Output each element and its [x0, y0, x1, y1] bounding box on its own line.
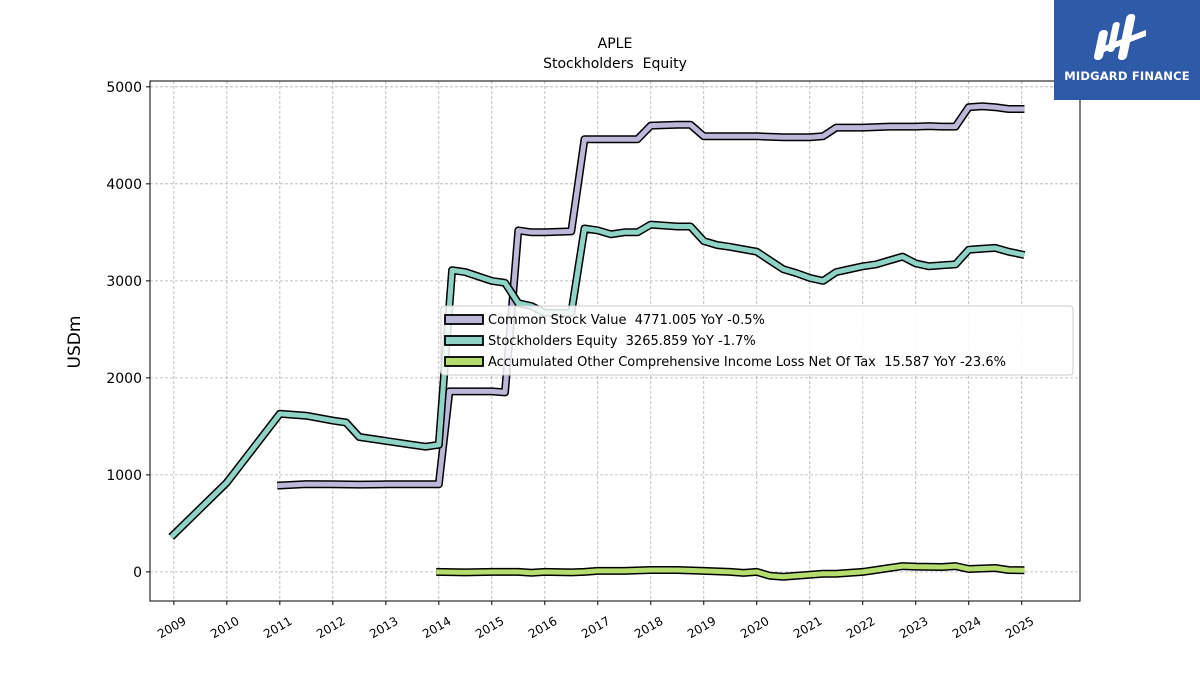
x-tick-label: 2010 [208, 614, 241, 641]
y-tick-label: 0 [133, 565, 142, 581]
series-stroke [169, 222, 1025, 539]
x-tick-label: 2013 [367, 614, 400, 641]
x-tick-label: 2021 [791, 614, 824, 641]
series-line [276, 102, 1025, 490]
legend-item: Accumulated Other Comprehensive Income L… [444, 355, 1006, 370]
legend-swatch [444, 335, 484, 346]
x-tick-label: 2023 [897, 614, 930, 641]
x-tick-label: 2017 [579, 614, 612, 641]
x-tick-label: 2011 [261, 614, 294, 641]
y-tick-label: 3000 [106, 274, 142, 290]
x-tick-label: 2015 [473, 614, 506, 641]
x-tick-label: 2009 [155, 614, 188, 641]
chart-subtitle: Stockholders Equity [543, 56, 687, 72]
y-tick-label: 2000 [106, 371, 142, 387]
y-axis-label: USDm [65, 316, 85, 369]
x-tick-label: 2025 [1003, 614, 1036, 641]
series-stroke [277, 103, 1025, 489]
x-tick-label: 2020 [738, 614, 771, 641]
legend-item: Common Stock Value 4771.005 YoY -0.5% [444, 313, 765, 328]
legend-label: Accumulated Other Comprehensive Income L… [488, 355, 1006, 370]
y-tick-label: 5000 [106, 80, 142, 96]
x-tick-label: 2024 [950, 614, 983, 641]
legend: Common Stock Value 4771.005 YoY -0.5% Sto… [440, 305, 1074, 376]
x-tick-label: 2019 [685, 614, 718, 641]
legend-label: Common Stock Value 4771.005 YoY -0.5% [488, 313, 765, 328]
legend-swatch [444, 314, 484, 325]
series-line [168, 220, 1026, 540]
legend-swatch [444, 356, 484, 367]
logo-mark-icon [1094, 14, 1146, 60]
brand-logo: MIDGARD FINANCE [1054, 0, 1200, 100]
x-tick-label: 2018 [632, 614, 665, 641]
x-axis: 2009 2010 2011 2012 2013 2014 2015 2016 2017 2018… [155, 601, 1036, 641]
y-tick-label: 4000 [106, 177, 142, 193]
brand-name: MIDGARD FINANCE [1064, 69, 1190, 83]
legend-box [440, 305, 1074, 376]
series-stroke [436, 563, 1025, 580]
series-line [436, 562, 1025, 581]
x-tick-label: 2022 [844, 614, 877, 641]
legend-item: Stockholders Equity 3265.859 YoY -1.7% [444, 334, 756, 349]
x-tick-label: 2014 [420, 614, 453, 641]
chart-title: APLE [598, 36, 633, 52]
plot-frame [149, 80, 1081, 602]
legend-label: Stockholders Equity 3265.859 YoY -1.7% [488, 334, 756, 349]
x-tick-label: 2012 [314, 614, 347, 641]
x-tick-label: 2016 [526, 614, 559, 641]
y-tick-label: 1000 [106, 468, 142, 484]
y-axis: 0 1000 2000 3000 4000 5000 [106, 80, 150, 581]
series-group [168, 102, 1026, 581]
